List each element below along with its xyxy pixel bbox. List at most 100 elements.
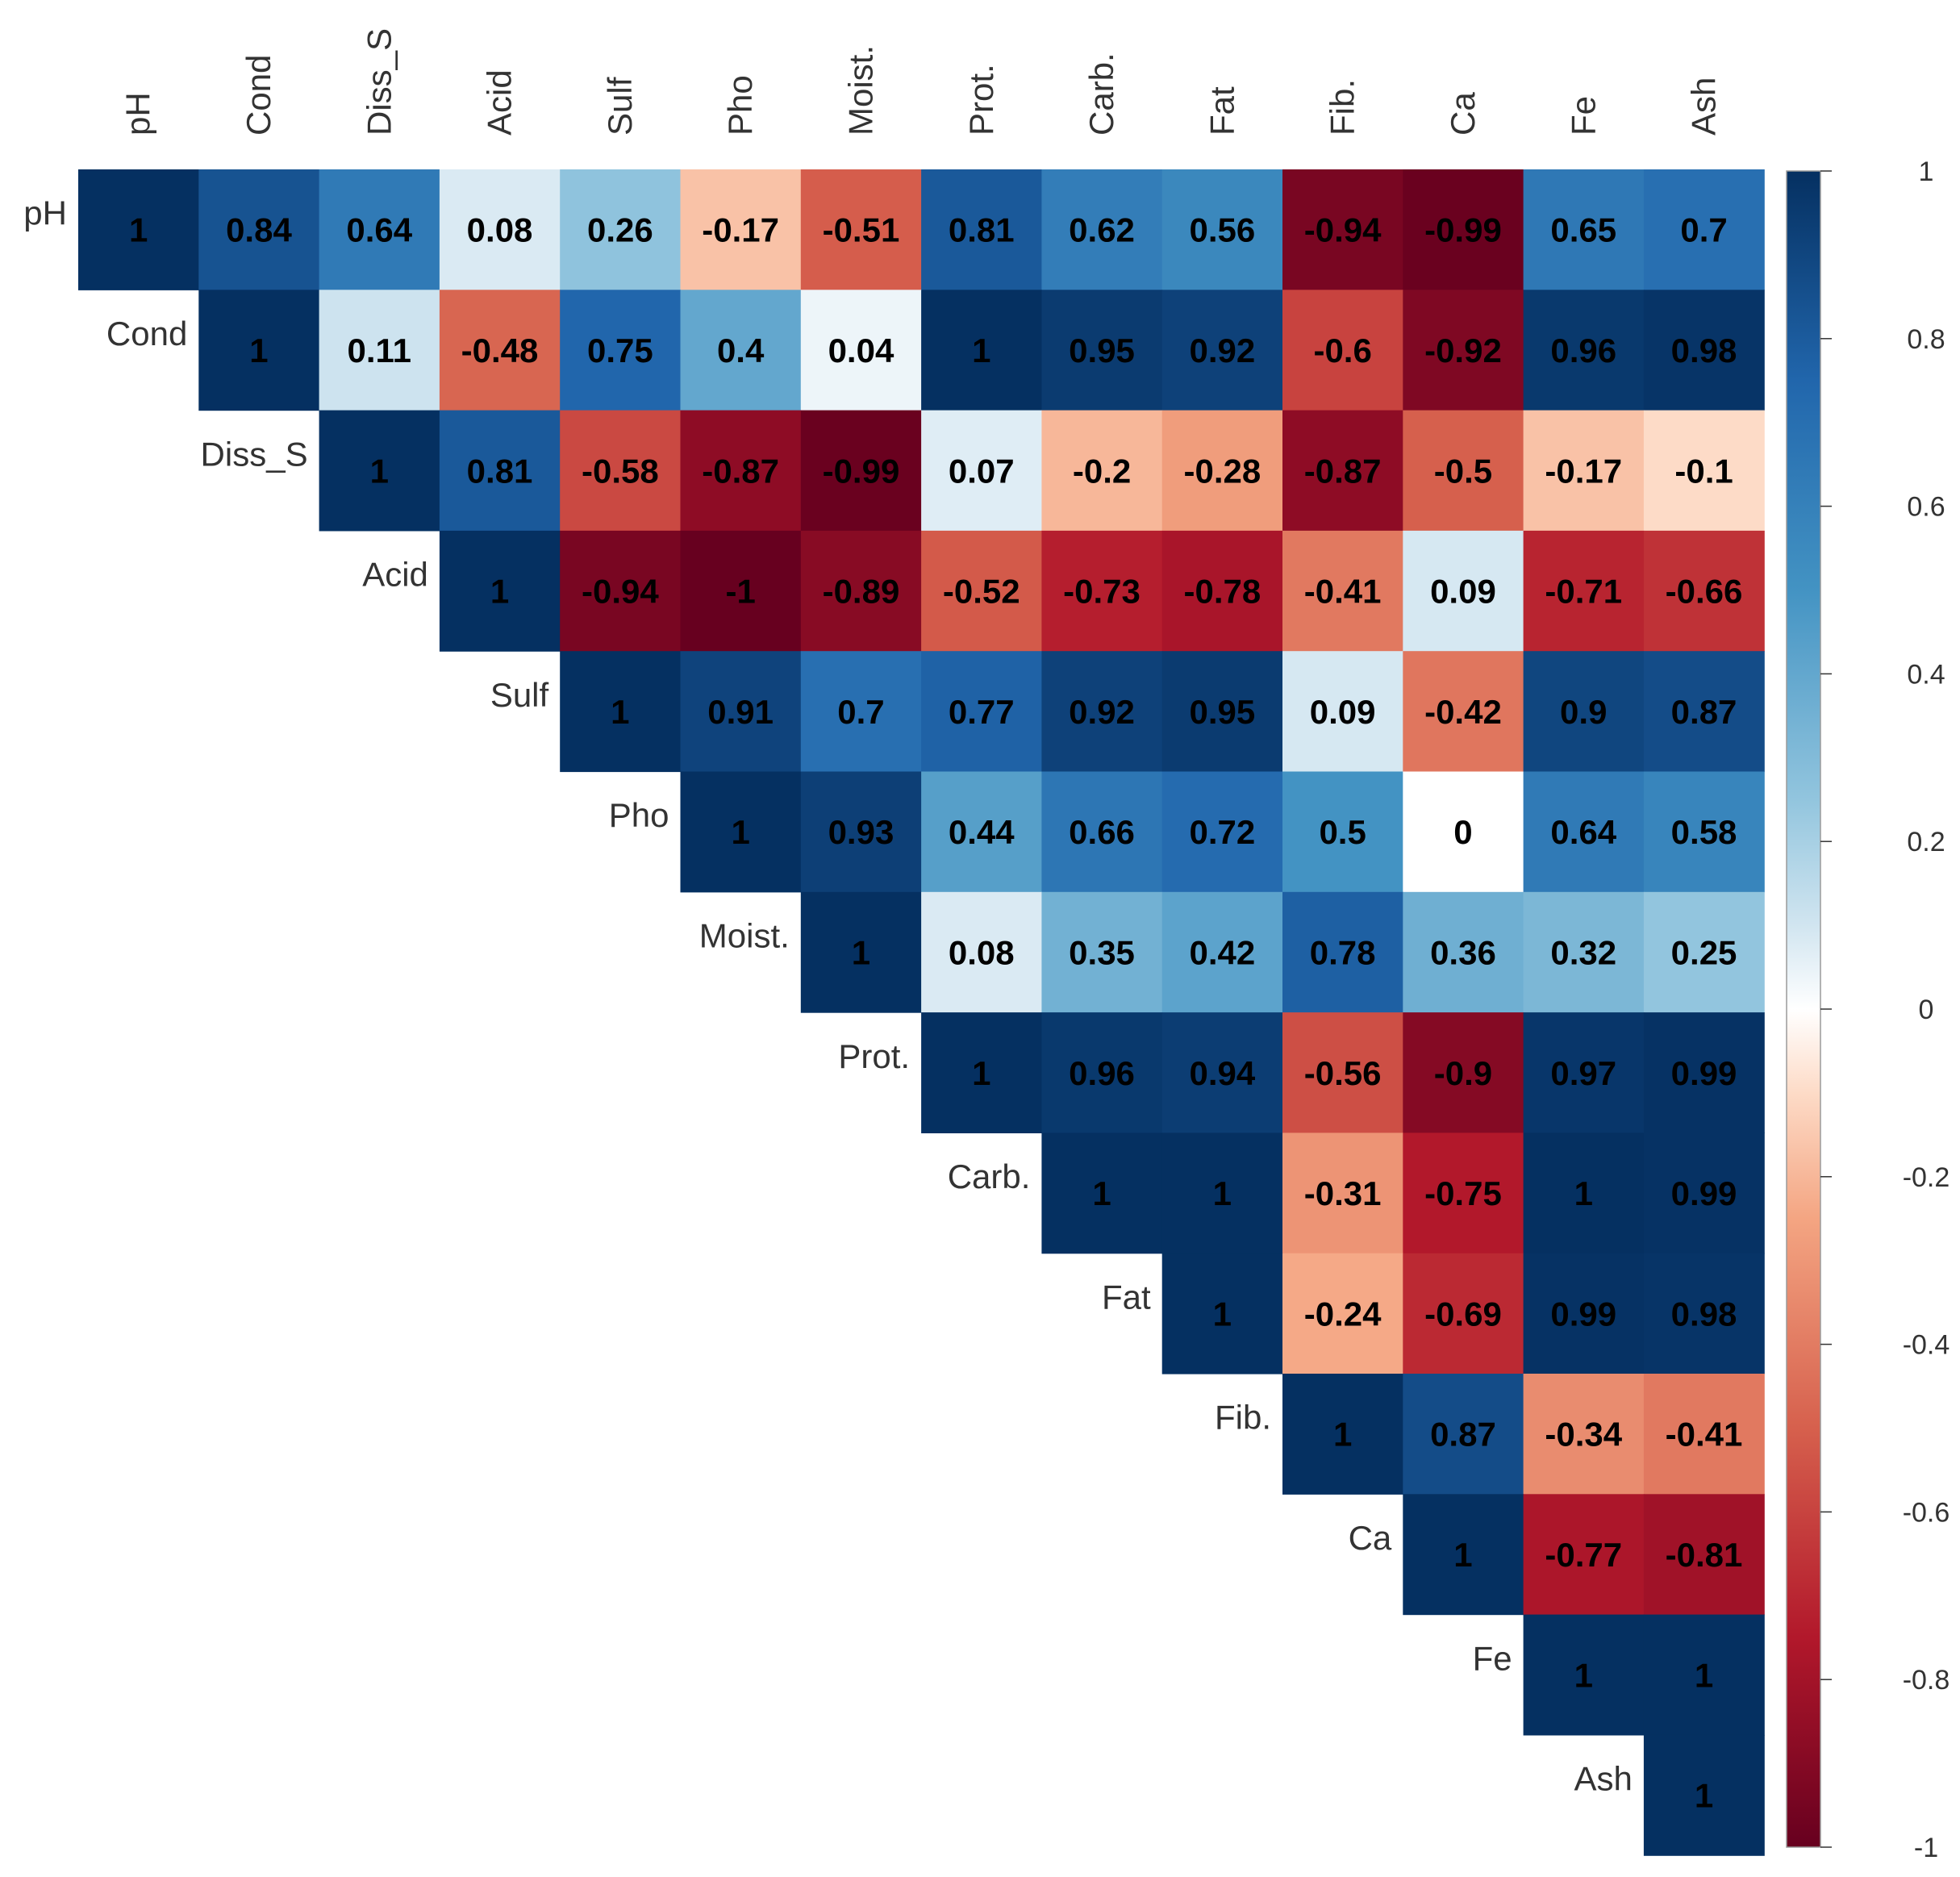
heatmap-cell bbox=[439, 290, 561, 411]
heatmap-cell bbox=[1523, 290, 1645, 411]
cell-value-label: 0.87 bbox=[1430, 1416, 1496, 1454]
column-labels: pH Cond Diss_S Acid Sulf Pho Moist. Prot. Carb. F… bbox=[119, 28, 1723, 136]
column-label: Carb. bbox=[1082, 52, 1120, 136]
cell-value-label: 0.7 bbox=[1680, 211, 1727, 249]
cell-value-label: -0.73 bbox=[1063, 573, 1141, 611]
heatmap-cell bbox=[1643, 530, 1765, 652]
heatmap-cell bbox=[921, 1012, 1042, 1133]
heatmap-cell bbox=[680, 771, 802, 893]
cell-value-label: 0.81 bbox=[949, 211, 1015, 249]
cell-value-label: -0.17 bbox=[702, 211, 779, 249]
cell-value-label: 0.94 bbox=[1189, 1054, 1255, 1092]
cell-value-label: 1 bbox=[1213, 1295, 1232, 1333]
heatmap-cell bbox=[319, 169, 440, 290]
cell-value-label: -0.69 bbox=[1424, 1295, 1502, 1333]
row-label: Fat bbox=[1102, 1278, 1151, 1316]
colorbar-gradient bbox=[1787, 171, 1820, 1847]
cell-value-label: 0.65 bbox=[1550, 211, 1616, 249]
cell-value-label: -0.48 bbox=[461, 332, 539, 369]
colorbar-tick-label: -0.6 bbox=[1903, 1497, 1950, 1528]
heatmap-cell bbox=[319, 290, 440, 411]
heatmap-cell bbox=[1282, 530, 1403, 652]
heatmap-cell bbox=[800, 530, 922, 652]
column-label: Acid bbox=[481, 69, 519, 136]
cell-value-label: 0.7 bbox=[837, 693, 884, 731]
heatmap-cell bbox=[1282, 891, 1403, 1013]
row-label: pH bbox=[23, 194, 67, 232]
heatmap-cell bbox=[1523, 1374, 1645, 1495]
cell-value-label: 0.62 bbox=[1069, 211, 1135, 249]
heatmap-cell bbox=[1523, 891, 1645, 1013]
heatmap-cell bbox=[1403, 530, 1524, 652]
cell-value-label: -0.31 bbox=[1304, 1174, 1382, 1212]
heatmap-cell bbox=[560, 290, 682, 411]
cell-value-label: 0.44 bbox=[949, 813, 1015, 851]
heatmap-cell bbox=[1041, 771, 1163, 893]
cell-value-label: 0.36 bbox=[1430, 933, 1496, 971]
cell-value-label: 1 bbox=[731, 813, 749, 851]
heatmap-cell bbox=[1523, 1253, 1645, 1374]
heatmap-cell bbox=[921, 771, 1042, 893]
cell-value-label: 0 bbox=[1453, 813, 1472, 851]
cell-value-label: 0.95 bbox=[1069, 332, 1135, 369]
heatmap-cell bbox=[1403, 891, 1524, 1013]
cell-value-label: 1 bbox=[1213, 1174, 1232, 1212]
heatmap-cell bbox=[921, 169, 1042, 290]
cell-value-label: 1 bbox=[1453, 1536, 1472, 1574]
heatmap-cell bbox=[1403, 1132, 1524, 1254]
cell-value-label: 0.4 bbox=[717, 332, 765, 369]
colorbar-tick-label: -0.2 bbox=[1903, 1162, 1950, 1193]
column-label: Cond bbox=[240, 55, 277, 136]
cell-value-label: -0.56 bbox=[1304, 1054, 1382, 1092]
heatmap-cell bbox=[1523, 651, 1645, 773]
row-label: Fe bbox=[1473, 1639, 1512, 1677]
cell-value-label: 0.98 bbox=[1671, 332, 1737, 369]
heatmap-cell bbox=[1643, 891, 1765, 1013]
column-label: Pho bbox=[721, 75, 759, 136]
colorbar-tick-label: 0 bbox=[1919, 995, 1934, 1025]
heatmap-cell bbox=[1523, 1494, 1645, 1616]
cell-value-label: -0.94 bbox=[1304, 211, 1382, 249]
heatmap-cell bbox=[1643, 1132, 1765, 1254]
row-label: Ca bbox=[1349, 1519, 1392, 1557]
cell-value-label: 0.26 bbox=[587, 211, 653, 249]
cell-value-label: 0.09 bbox=[1310, 693, 1376, 731]
heatmap-cell bbox=[1282, 1012, 1403, 1133]
heatmap-cell bbox=[560, 410, 682, 532]
heatmap-cell bbox=[1282, 1253, 1403, 1374]
heatmap-cell bbox=[78, 169, 199, 290]
row-label: Acid bbox=[362, 556, 428, 594]
heatmap-cell bbox=[1282, 290, 1403, 411]
cell-value-label: -0.52 bbox=[943, 573, 1020, 611]
heatmap-cell bbox=[800, 651, 922, 773]
heatmap-cell bbox=[1523, 771, 1645, 893]
cell-value-label: 0.64 bbox=[1550, 813, 1616, 851]
heatmap-cell bbox=[1041, 290, 1163, 411]
heatmap-cell bbox=[800, 290, 922, 411]
cell-value-label: 0.81 bbox=[467, 452, 533, 490]
row-label: Carb. bbox=[948, 1157, 1031, 1195]
heatmap-cell bbox=[1403, 1494, 1524, 1616]
cell-value-label: -0.78 bbox=[1183, 573, 1261, 611]
cell-value-label: 0.08 bbox=[949, 933, 1015, 971]
heatmap-cell bbox=[1161, 1012, 1283, 1133]
column-label: Fib. bbox=[1324, 79, 1362, 136]
cell-value-label: 0.25 bbox=[1671, 933, 1737, 971]
heatmap-cell bbox=[680, 530, 802, 652]
cell-value-label: -0.2 bbox=[1073, 452, 1131, 490]
colorbar-tick-label: -1 bbox=[1914, 1833, 1938, 1863]
cell-value-label: 0.87 bbox=[1671, 693, 1737, 731]
cell-value-label: 0.72 bbox=[1189, 813, 1255, 851]
cell-value-label: -0.24 bbox=[1304, 1295, 1382, 1333]
heatmap-cell bbox=[921, 530, 1042, 652]
cell-value-label: -1 bbox=[725, 573, 755, 611]
heatmap-cell bbox=[1523, 1132, 1645, 1254]
cell-value-label: -0.87 bbox=[1304, 452, 1382, 490]
heatmap-cell bbox=[1643, 1734, 1765, 1856]
colorbar-tick-label: -0.4 bbox=[1903, 1330, 1950, 1361]
cell-value-label: 0.99 bbox=[1671, 1054, 1737, 1092]
heatmap-cell bbox=[800, 891, 922, 1013]
heatmap-cell bbox=[198, 169, 320, 290]
cell-value-label: -0.77 bbox=[1545, 1536, 1622, 1574]
